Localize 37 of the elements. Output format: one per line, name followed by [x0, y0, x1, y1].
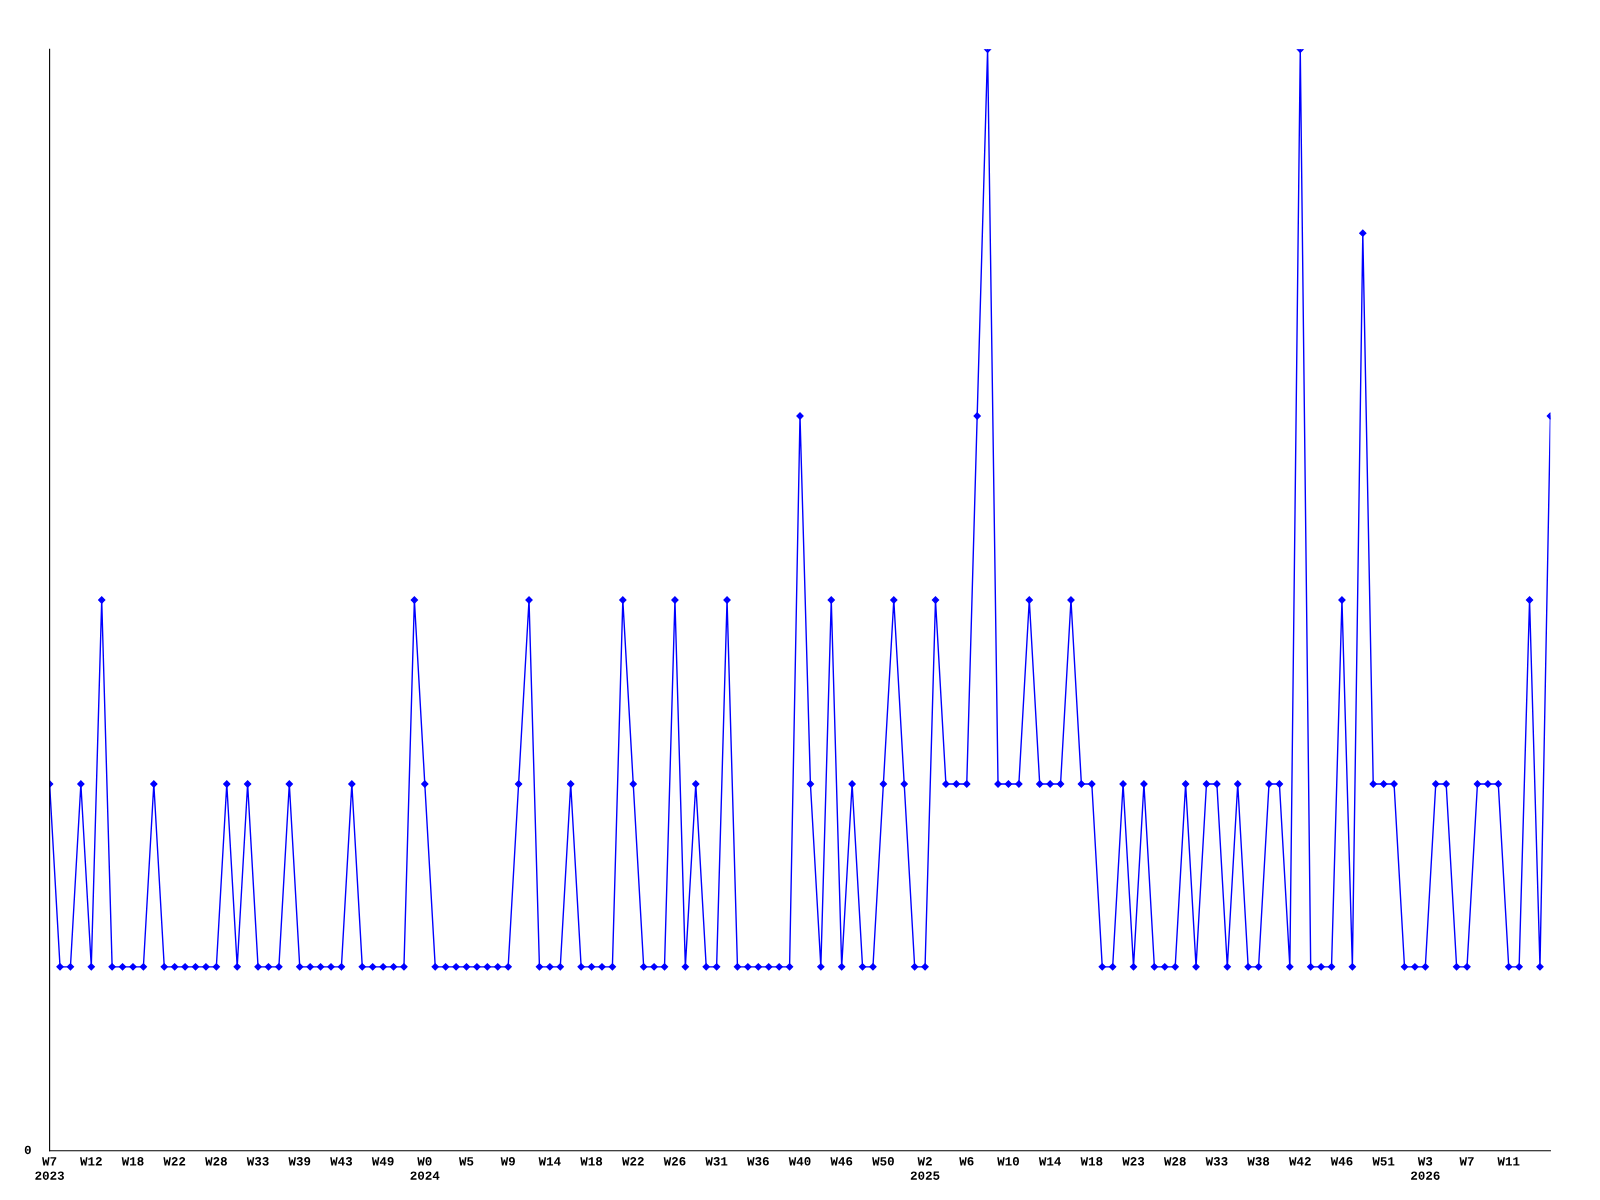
x-tick-label: W46: [830, 1157, 853, 1166]
x-tick-label: W28: [205, 1157, 227, 1166]
x-tick-label: W31: [705, 1157, 728, 1166]
x-tick-label: W18: [580, 1157, 603, 1166]
x-tick-label: W33: [1205, 1157, 1228, 1166]
x-tick-label: W7 2023: [35, 1157, 64, 1180]
x-tick-label: W9: [500, 1157, 515, 1166]
x-tick-label: W39: [288, 1157, 311, 1166]
x-tick-label: W5: [458, 1157, 474, 1166]
x-tick-label: W50: [872, 1157, 894, 1166]
x-tick-label: W6: [959, 1157, 974, 1166]
x-tick-label: W33: [246, 1157, 269, 1166]
x-tick-label: W46: [1330, 1157, 1353, 1166]
x-tick-label: W40: [788, 1157, 811, 1166]
x-tick-label: W26: [663, 1157, 686, 1166]
x-tick-label: W49: [371, 1157, 394, 1166]
x-tick-label: W2 2025: [910, 1157, 940, 1180]
x-tick-label: W38: [1247, 1157, 1270, 1166]
x-tick-label: W18: [121, 1157, 144, 1166]
x-tick-label: W23: [1122, 1157, 1145, 1166]
x-tick-label: W11: [1497, 1157, 1520, 1166]
x-tick-label: W3 2026: [1411, 1157, 1440, 1180]
x-tick-label: W14: [538, 1157, 561, 1166]
x-tick-label: W10: [997, 1157, 1019, 1166]
text: 0: [24, 1145, 31, 1155]
x-tick-label: W51: [1372, 1157, 1395, 1166]
x-tick-label: W22: [163, 1157, 186, 1166]
x-tick-label: W22: [621, 1157, 644, 1166]
x-tick-label: W0 2024: [410, 1157, 440, 1180]
x-tick-label: W42: [1289, 1157, 1311, 1166]
x-tick-label: W12: [80, 1157, 102, 1166]
x-tick-label: W7: [1459, 1157, 1474, 1166]
x-tick-label: W18: [1080, 1157, 1103, 1166]
x-tick-label: W28: [1163, 1157, 1186, 1166]
x-tick-label: W14: [1038, 1157, 1062, 1166]
x-tick-label: W43: [330, 1157, 353, 1166]
x-tick-label: W36: [747, 1157, 769, 1166]
